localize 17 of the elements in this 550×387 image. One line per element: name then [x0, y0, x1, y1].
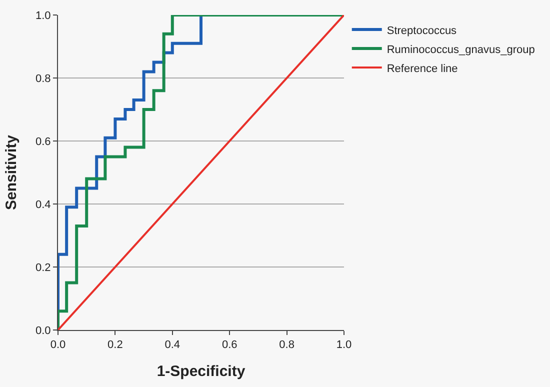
- y-tick-label: 0.0: [36, 324, 51, 337]
- y-axis-title: Sensitivity: [2, 134, 20, 210]
- legend-label: Ruminococcus_gnavus_group: [386, 44, 535, 56]
- y-tick-label: 0.2: [36, 262, 51, 274]
- y-tick-label: 0.6: [36, 136, 51, 148]
- y-tick-label: 1.0: [36, 10, 51, 22]
- legend-label: Streptococcus: [386, 24, 458, 37]
- x-axis-title: 1-Specificity: [156, 363, 246, 380]
- x-tick-label: 0.4: [164, 339, 180, 352]
- y-tick-label: 0.8: [36, 72, 51, 85]
- x-tick-label: 0.8: [279, 339, 294, 352]
- x-tick-label: 0.6: [222, 339, 238, 352]
- x-tick-label: 0.2: [108, 339, 123, 352]
- legend-label: Reference line: [386, 62, 458, 75]
- x-tick-label: 0.0: [50, 339, 66, 352]
- y-tick-label: 0.4: [36, 198, 51, 211]
- x-tick-label: 1.0: [336, 339, 352, 352]
